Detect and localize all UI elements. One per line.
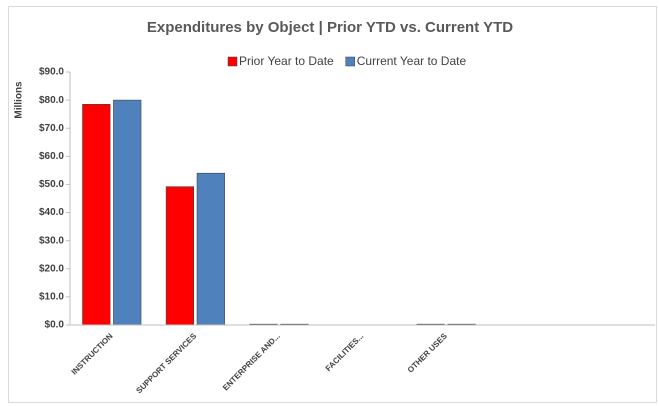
bar — [165, 186, 194, 326]
y-tick-label: $30.0 — [39, 235, 64, 246]
y-tick-label: $50.0 — [39, 179, 64, 190]
y-tick-label: $80.0 — [39, 95, 64, 106]
legend-label: Prior Year to Date — [239, 54, 334, 68]
legend-label: Current Year to Date — [357, 54, 467, 68]
y-tick-label: $60.0 — [39, 151, 64, 162]
y-tick-label: $20.0 — [39, 263, 64, 274]
legend-swatch — [227, 56, 238, 67]
y-tick-label: $0.0 — [45, 320, 65, 331]
y-tick-label: $10.0 — [39, 292, 64, 303]
y-tick-label: $40.0 — [39, 207, 64, 218]
bar — [113, 99, 142, 326]
chart-title: Expenditures by Object | Prior YTD vs. C… — [147, 19, 513, 36]
y-axis-label: Millions — [14, 81, 25, 119]
bar — [196, 172, 225, 326]
y-tick-label: $90.0 — [39, 67, 64, 78]
bar — [82, 104, 111, 326]
y-tick-label: $70.0 — [39, 123, 64, 134]
legend-swatch — [345, 56, 355, 67]
